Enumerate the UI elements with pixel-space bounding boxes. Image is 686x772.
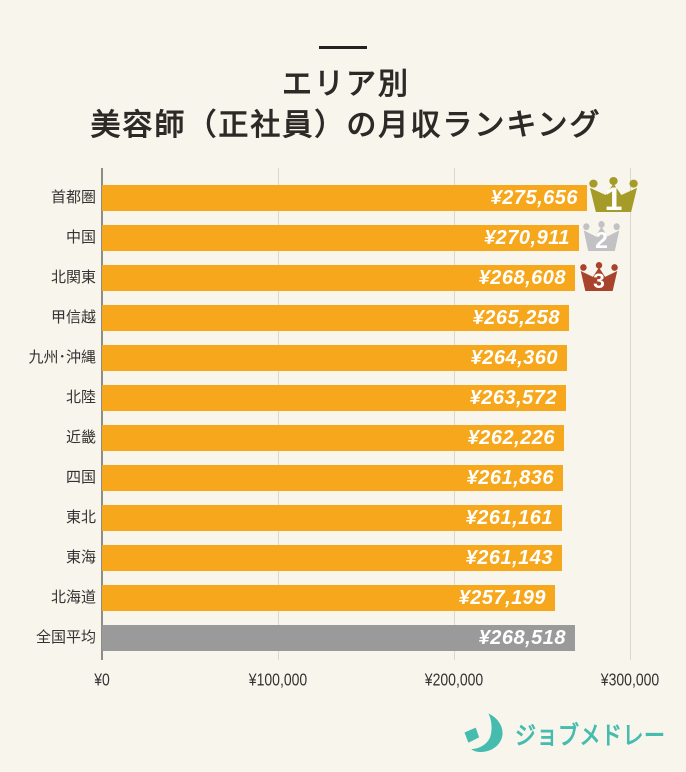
bar-value-label: ¥264,360 xyxy=(470,347,558,369)
bar-value-label: ¥257,199 xyxy=(458,587,546,609)
rank-1-crown-icon: 1 xyxy=(589,177,638,217)
rank-2-crown-icon: 2 xyxy=(583,221,620,253)
value-bar: ¥270,911 xyxy=(102,225,579,251)
bar-value-label: ¥270,911 xyxy=(484,227,570,249)
brand-logo: ジョブメドレー xyxy=(462,710,672,756)
average-bar: ¥268,518 xyxy=(102,625,575,651)
category-label: 東海 xyxy=(65,549,96,566)
category-label: 東北 xyxy=(65,509,96,526)
gridline xyxy=(277,168,279,660)
category-label: 九州･沖縄 xyxy=(28,349,96,366)
jobmedley-logo-icon xyxy=(464,713,505,754)
bar-value-label: ¥261,836 xyxy=(466,467,554,489)
bar-value-label: ¥275,656 xyxy=(490,187,578,209)
value-bar: ¥265,258 xyxy=(102,305,569,331)
bar-value-label: ¥263,572 xyxy=(469,387,557,409)
rank-number: 2 xyxy=(595,227,608,253)
value-bar: ¥262,226 xyxy=(102,425,564,451)
y-axis-line xyxy=(101,168,103,660)
x-axis-tick-label: ¥0 xyxy=(94,669,110,689)
category-label: 北海道 xyxy=(50,589,96,606)
value-bar: ¥261,836 xyxy=(102,465,563,491)
value-bar: ¥261,161 xyxy=(102,505,562,531)
category-label: 甲信越 xyxy=(50,309,96,326)
chart-title-line1: エリア別 xyxy=(282,68,410,101)
brand-name: ジョブメドレー xyxy=(515,722,666,751)
category-label: 全国平均 xyxy=(35,629,96,646)
x-axis-tick-label: ¥300,000 xyxy=(600,669,660,689)
bar-value-label: ¥265,258 xyxy=(472,307,560,329)
value-bar: ¥261,143 xyxy=(102,545,562,571)
title-dash xyxy=(319,46,367,49)
bar-value-label: ¥268,518 xyxy=(478,627,566,649)
value-bar: ¥275,656 xyxy=(102,185,587,211)
x-axis-tick-label: ¥200,000 xyxy=(424,669,484,689)
category-label: 中国 xyxy=(65,229,96,246)
chart-title: エリア別 美容師（正社員）の月収ランキング xyxy=(3,64,686,146)
rank-number: 1 xyxy=(604,181,623,217)
category-label: 近畿 xyxy=(65,429,96,446)
category-label: 北陸 xyxy=(65,389,96,406)
category-label: 北関東 xyxy=(50,269,96,286)
rank-3-crown-icon: 3 xyxy=(580,262,618,293)
value-bar: ¥257,199 xyxy=(102,585,555,611)
rank-number: 3 xyxy=(593,270,605,293)
gridline xyxy=(629,168,631,660)
bar-value-label: ¥268,608 xyxy=(478,267,566,289)
bar-value-label: ¥261,161 xyxy=(465,507,553,529)
category-label: 首都圏 xyxy=(50,189,96,206)
chart-title-line2: 美容師（正社員）の月収ランキング xyxy=(90,109,602,142)
value-bar: ¥263,572 xyxy=(102,385,566,411)
category-label: 四国 xyxy=(65,469,96,486)
bar-value-label: ¥262,226 xyxy=(467,427,555,449)
x-axis-tick-label: ¥100,000 xyxy=(248,669,308,689)
value-bar: ¥268,608 xyxy=(102,265,575,291)
gridline xyxy=(453,168,455,660)
bar-value-label: ¥261,143 xyxy=(465,547,553,569)
value-bar: ¥264,360 xyxy=(102,345,567,371)
